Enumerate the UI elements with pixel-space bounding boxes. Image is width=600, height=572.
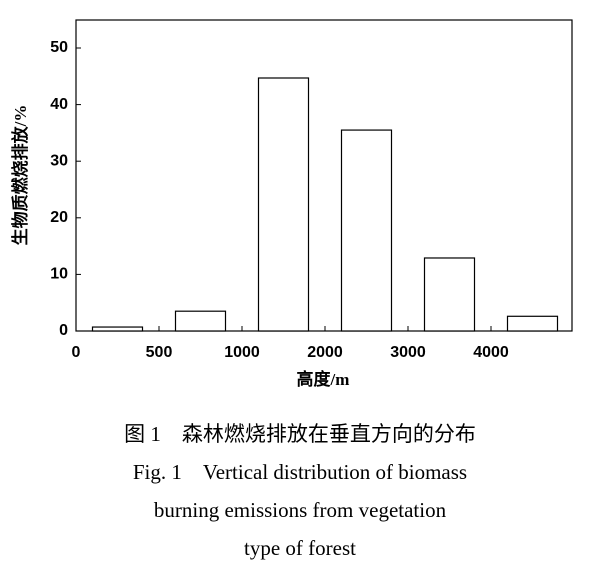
caption-line: 图 1 森林燃烧排放在垂直方向的分布: [124, 422, 476, 446]
caption-line: Fig. 1 Vertical distribution of biomass: [133, 460, 467, 484]
caption-line: burning emissions from vegetation: [154, 498, 447, 522]
plot-frame: [75, 19, 573, 332]
bar: [506, 315, 559, 332]
bar: [423, 257, 476, 332]
y-tick-label: 40: [50, 96, 68, 113]
x-tick-label: 4000: [473, 344, 509, 361]
bar: [174, 310, 227, 332]
x-tick-label: 3000: [390, 344, 426, 361]
bar: [340, 129, 393, 332]
bar: [257, 77, 310, 332]
y-tick-label: 30: [50, 152, 68, 169]
x-axis-label: 高度/m: [297, 369, 350, 389]
y-tick-label: 50: [50, 39, 68, 56]
caption-line: type of forest: [244, 536, 356, 560]
bar: [91, 326, 144, 332]
y-axis-label: 生物质燃烧排放/%: [10, 105, 30, 246]
y-tick-label: 10: [50, 266, 68, 283]
y-tick-label: 0: [59, 322, 68, 339]
y-tick-label: 20: [50, 209, 68, 226]
x-tick-label: 2000: [307, 344, 343, 361]
x-tick-label: 500: [146, 344, 173, 361]
x-tick-label: 1000: [224, 344, 260, 361]
x-tick-label: 0: [72, 344, 81, 361]
